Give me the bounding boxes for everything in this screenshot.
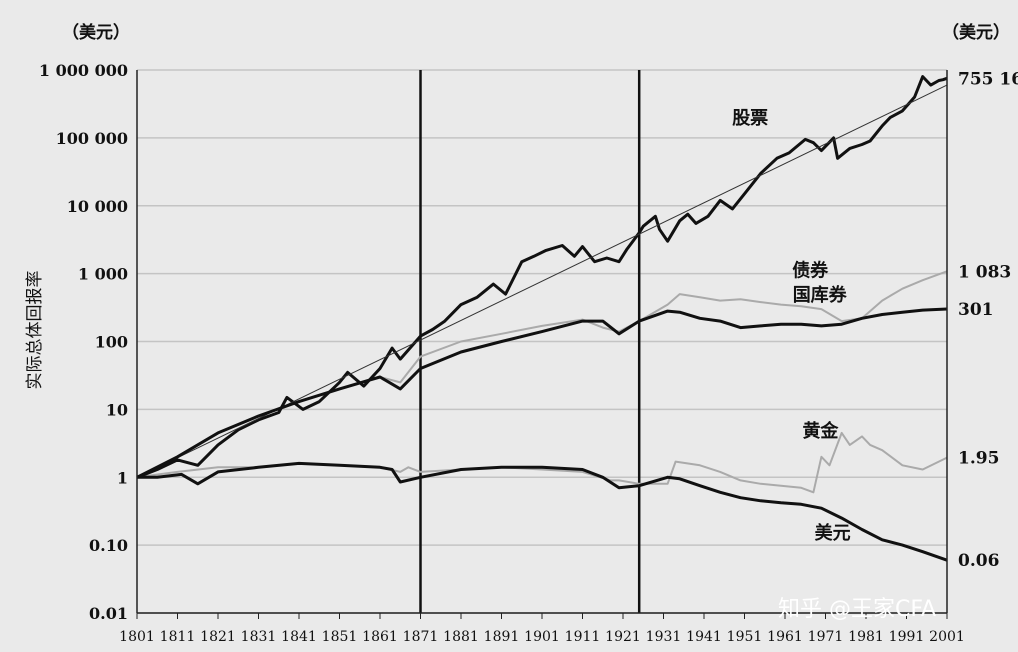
series-label-债券: 债券 [792,260,829,282]
x-tick-label-7: 1871 [403,629,439,645]
x-tick-label-17: 1971 [808,629,844,645]
y-unit-right: （美元） [942,22,1010,43]
series-label-股票: 股票 [731,108,768,129]
y-tick-labels: 1 000 000 100 000 10 000 1 000 100 10 1 0.10 0.0… [39,61,128,623]
x-tick-label-18: 1981 [848,629,884,645]
x-tick-label-10: 1901 [524,629,560,645]
x-tick-label-12: 1921 [605,629,641,645]
x-tick-label-13: 1931 [646,629,682,645]
series-lines [136,75,948,562]
x-tick-label-19: 1991 [889,629,925,645]
end-label-国库券: 301 [958,300,994,320]
y-tick-label-6: 1 [117,468,128,487]
series-label-美元: 美元 [815,522,851,544]
y-tick-label-1: 100 000 [56,129,128,148]
end-label-股票: 755 16 [958,69,1018,89]
x-tick-label-0: 1801 [119,629,155,645]
y-tick-label-7: 0.10 [89,536,128,555]
x-tick-label-5: 1851 [322,629,358,645]
x-tick-label-1: 1811 [160,629,196,645]
y-tick-label-8: 0.01 [89,604,128,623]
y-tick-label-3: 1 000 [78,265,128,284]
y-unit-left: （美元） [62,22,130,43]
series-line-国库券 [136,307,948,479]
x-tick-label-6: 1861 [362,629,398,645]
end-label-黄金: 1.95 [958,449,999,469]
x-tick-label-15: 1951 [727,629,763,645]
y-tick-label-0: 1 000 000 [39,61,128,80]
end-label-美元: 0.06 [958,551,999,571]
end-label-债券: 1 083 [958,262,1011,282]
series-line-美元 [137,461,948,562]
x-tick-label-16: 1961 [767,629,803,645]
series-label-国库券: 国库券 [793,284,848,306]
x-tick-label-3: 1831 [241,629,277,645]
x-tick-label-11: 1911 [565,629,601,645]
x-tick-label-4: 1841 [281,629,317,645]
y-tick-label-4: 100 [95,333,128,352]
y-tick-label-2: 10 000 [67,197,128,216]
series-line-股票 [136,75,948,479]
x-tick-labels: 1801 1811 1821 1831 1841 1851 1861 1871 1881 1891… [119,613,965,645]
x-tick-label-9: 1891 [484,629,520,645]
watermark: 知乎 @王家CFA [778,597,936,622]
x-tick-label-14: 1941 [686,629,722,645]
x-tick-label-8: 1881 [443,629,479,645]
x-tick-label-20: 2001 [929,629,965,645]
series-label-黄金: 黄金 [802,420,839,442]
x-tick-label-2: 1821 [200,629,236,645]
y-tick-label-5: 10 [106,400,128,419]
vertical-marker-lines [419,70,641,613]
y-axis-label: 实际总体回报率 [25,271,45,390]
